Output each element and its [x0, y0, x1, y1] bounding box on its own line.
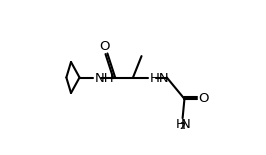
Text: H: H	[176, 118, 186, 131]
Text: NH: NH	[94, 72, 114, 85]
Text: HN: HN	[149, 72, 169, 85]
Text: O: O	[198, 92, 209, 105]
Text: N: N	[181, 118, 191, 131]
Text: O: O	[99, 40, 110, 53]
Text: 2: 2	[179, 122, 185, 131]
